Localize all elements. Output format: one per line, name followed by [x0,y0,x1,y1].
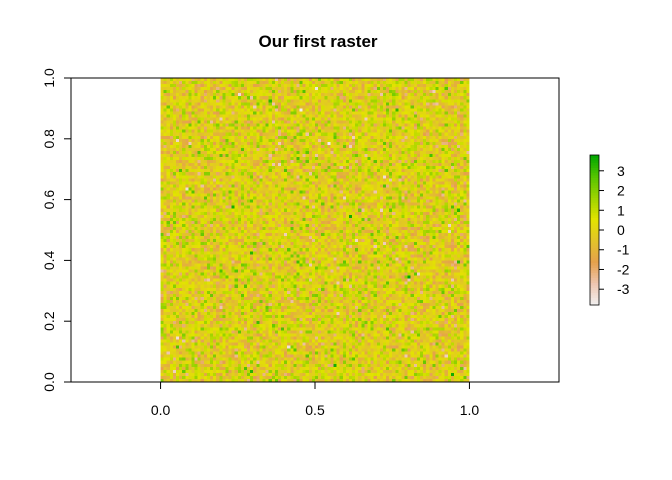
legend-color-step [590,230,599,233]
legend-color-step [590,252,599,256]
legend-color-step [590,187,599,191]
legend-color-step [590,272,599,276]
x-tick-label: 1.0 [460,402,480,418]
legend-tick-label: -3 [617,281,630,297]
legend-tick-label: 3 [617,163,625,179]
legend-color-step [590,232,599,236]
legend-tick-label: 2 [617,183,625,199]
raster-image [160,78,470,382]
color-legend: 3 2 1 0 -1 -2 -3 [589,154,630,306]
legend-tick-label: 1 [617,202,625,218]
legend-color-step [590,170,599,173]
chart-title: Our first raster [258,32,377,51]
x-axis: 0.0 0.5 1.0 [151,381,480,418]
legend-color-step [590,165,599,168]
x-tick-label: 0.5 [305,402,325,418]
legend-color-step [590,290,599,293]
legend-color-step [590,285,599,288]
legend-color-step [590,250,599,253]
legend-color-step [590,270,599,273]
legend-color-step [590,280,599,283]
legend-color-step [590,215,599,218]
y-tick-label: 1.0 [41,68,57,88]
y-tick-label: 0.6 [41,190,57,210]
y-tick-label: 0.2 [41,311,57,331]
legend-color-step [590,210,599,213]
x-tick-label: 0.0 [151,402,171,418]
legend-color-step [590,297,599,301]
legend-color-step [590,207,599,211]
legend-color-step [590,292,599,296]
legend-color-step [590,182,599,186]
legend-color-step [590,200,599,203]
legend-color-step [590,222,599,226]
legend-color-step [590,242,599,246]
legend-color-step [590,302,599,306]
legend-color-step [590,217,599,221]
legend-color-step [590,240,599,243]
legend-color-step [590,220,599,223]
legend-color-step [590,205,599,208]
legend-tick-label: 0 [617,222,625,238]
legend-color-step [590,227,599,231]
legend-color-step [590,155,599,158]
legend-color-step [590,235,599,238]
legend-color-step [590,245,599,248]
legend-color-step [590,282,599,286]
y-axis: 0.0 0.2 0.4 0.6 0.8 1.0 [41,68,72,392]
legend-color-step [590,160,599,163]
legend-color-step [590,265,599,268]
legend-color-step [590,167,599,171]
legend-color-step [590,295,599,298]
y-tick-label: 0.4 [41,250,57,270]
legend-color-step [590,277,599,281]
legend-color-step [590,175,599,178]
legend-color-step [590,180,599,183]
y-tick-label: 0.8 [41,129,57,149]
legend-color-step [590,287,599,291]
legend-color-step [590,197,599,201]
legend-tick-label: -1 [617,242,630,258]
legend-color-step [590,202,599,206]
legend-tick-label: -2 [617,261,630,277]
legend-color-step [590,212,599,216]
legend-color-step [590,300,599,303]
legend-color-step [590,267,599,271]
legend-color-step [590,257,599,261]
legend-color-step [590,275,599,278]
legend-color-step [590,157,599,161]
legend-color-step [590,192,599,196]
y-tick-label: 0.0 [41,372,57,392]
legend-color-step [590,260,599,263]
legend-color-step [590,185,599,188]
legend-color-step [590,195,599,198]
legend-color-step [590,190,599,193]
legend-color-step [590,247,599,251]
legend-color-step [590,172,599,176]
legend-color-step [590,237,599,241]
legend-color-step [590,177,599,181]
legend-color-step [590,255,599,258]
legend-color-step [590,162,599,166]
legend-color-step [590,225,599,228]
legend-color-step [590,262,599,266]
raster-cells [160,78,470,382]
